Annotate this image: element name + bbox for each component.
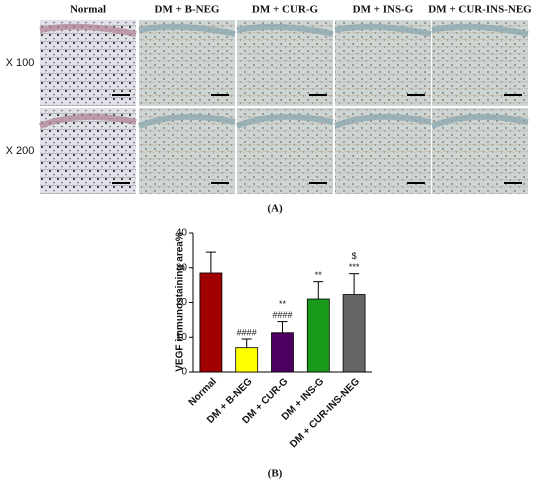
row-label: X 200 [6, 145, 35, 157]
y-tick-label: 40 [176, 228, 188, 239]
scale-bar [504, 182, 522, 184]
bar [271, 332, 294, 373]
epidermis [333, 113, 432, 129]
y-tick-label: 30 [176, 262, 188, 273]
epidermis [137, 113, 236, 129]
micrograph [237, 20, 333, 106]
scale-bar [309, 94, 327, 96]
panel-label: (A) [267, 203, 283, 215]
x-tick-label: Normal [187, 376, 219, 408]
epidermis [235, 113, 334, 129]
epidermis [38, 113, 137, 129]
y-tick-label: 10 [176, 332, 188, 343]
scale-bar [112, 94, 130, 96]
epidermis [334, 23, 432, 37]
column-header: DM + B-NEG [155, 4, 220, 16]
row-label: X 100 [6, 57, 35, 69]
significance-label: #### [272, 310, 292, 320]
significance-label: *** [349, 262, 360, 272]
panel-label: (B) [268, 468, 283, 480]
epidermis [430, 113, 529, 129]
y-tick-label: 20 [176, 297, 188, 308]
bar [199, 272, 223, 373]
micrograph [40, 20, 136, 106]
epidermis [138, 23, 236, 37]
column-header: DM + INS-G [353, 4, 414, 16]
scale-bar [504, 94, 522, 96]
scale-bar [112, 182, 130, 184]
micrograph [335, 20, 431, 106]
significance-label: #### [237, 327, 257, 337]
column-header: DM + CUR-G [252, 4, 319, 16]
scale-bar [407, 182, 425, 184]
y-axis-title: VEGF immunostaining area% [175, 232, 186, 372]
scale-bar [407, 94, 425, 96]
bar [306, 298, 330, 373]
epidermis [39, 23, 137, 37]
y-tick-label: 0 [181, 367, 187, 378]
bar [235, 347, 259, 373]
column-header: DM + CUR-INS-NEG [428, 4, 532, 16]
epidermis [236, 23, 334, 37]
scale-bar [211, 182, 229, 184]
scale-bar [211, 94, 229, 96]
micrograph [432, 20, 528, 106]
micrograph [139, 20, 235, 106]
x-tick-label: DM + CUR-INS-NEG [288, 376, 362, 450]
significance-label: ** [315, 270, 323, 280]
scale-bar [309, 182, 327, 184]
column-header: Normal [70, 4, 106, 16]
epidermis [431, 23, 529, 37]
significance-label: ** [279, 299, 287, 309]
bar [342, 294, 366, 373]
significance-label: $ [352, 251, 357, 261]
